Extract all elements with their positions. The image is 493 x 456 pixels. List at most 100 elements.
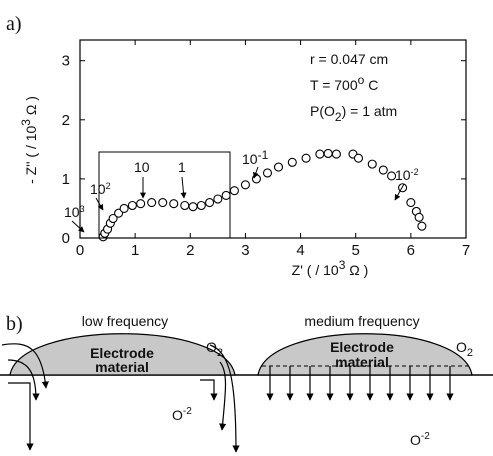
data-point bbox=[378, 165, 388, 175]
data-point bbox=[196, 200, 206, 211]
freq-base: 1 bbox=[178, 159, 186, 175]
right-arrows bbox=[266, 366, 454, 401]
data-point bbox=[331, 149, 341, 159]
data-point bbox=[119, 203, 129, 213]
data-point bbox=[367, 159, 377, 169]
x-tick-label: 3 bbox=[241, 242, 249, 259]
freq-label: 103 bbox=[64, 204, 85, 220]
data-point bbox=[136, 199, 146, 209]
data-point bbox=[287, 157, 297, 167]
ann-sub: 2 bbox=[335, 110, 342, 124]
data-point bbox=[387, 171, 397, 181]
annotation: P(O2) = 1 atm bbox=[310, 103, 397, 124]
diagram-title: medium frequency bbox=[304, 313, 419, 329]
annotation: r = 0.047 cm bbox=[310, 51, 388, 67]
data-point bbox=[240, 180, 250, 190]
data-point bbox=[158, 197, 168, 208]
data-point bbox=[205, 197, 215, 208]
data-point bbox=[353, 153, 364, 163]
electrode-label: material bbox=[335, 354, 389, 370]
freq-sup: -2 bbox=[411, 167, 419, 177]
x-axis-label: Z' ( / 103 Ω ) bbox=[292, 258, 369, 278]
y-tick-label: 1 bbox=[62, 171, 70, 188]
x-tick-label: 0 bbox=[76, 242, 84, 259]
gas-label: O2 bbox=[456, 339, 473, 359]
gas-base: O bbox=[456, 339, 467, 355]
ann-sup: o bbox=[358, 73, 365, 87]
ion-label: O-2 bbox=[172, 406, 192, 423]
diagram-title: low frequency bbox=[82, 313, 168, 329]
panel-label: a) bbox=[6, 13, 22, 35]
x-tick-label: 4 bbox=[296, 242, 304, 259]
electrode bbox=[9, 333, 236, 376]
freq-base: 10 bbox=[134, 159, 150, 175]
plot-frame bbox=[79, 39, 467, 239]
gas-base: O bbox=[206, 339, 217, 355]
freq-label: 10-1 bbox=[242, 148, 269, 167]
gas-sub: 2 bbox=[217, 347, 223, 359]
ann-part: T = 700 bbox=[310, 77, 358, 93]
panel-label: b) bbox=[6, 313, 23, 335]
freq-label: 1 bbox=[178, 159, 186, 175]
label-part: Z' ( / 10 bbox=[292, 262, 339, 278]
data-point bbox=[213, 194, 223, 204]
data-point bbox=[262, 168, 273, 178]
y-tick-label: 3 bbox=[62, 53, 70, 70]
electrode bbox=[257, 333, 473, 376]
freq-arrows bbox=[71, 166, 405, 233]
data-point bbox=[251, 174, 262, 184]
data-point bbox=[147, 197, 157, 208]
ann-part: P(O bbox=[310, 103, 335, 119]
x-tick-label: 6 bbox=[407, 242, 415, 259]
ion-base: O bbox=[410, 432, 421, 448]
freq-label: 10 bbox=[134, 159, 150, 175]
data-point bbox=[323, 148, 333, 159]
data-point bbox=[180, 200, 190, 211]
x-tick-label: 1 bbox=[131, 242, 139, 259]
freq-label: 10-2 bbox=[395, 167, 419, 183]
data-point bbox=[188, 202, 198, 212]
freq-base: 10 bbox=[242, 151, 258, 167]
x-tick-label: 7 bbox=[462, 242, 470, 259]
gas-label: O2 bbox=[206, 339, 223, 359]
y-tick-label: 0 bbox=[62, 230, 70, 247]
freq-base: 10 bbox=[90, 181, 106, 197]
label-sup: 3 bbox=[339, 258, 346, 272]
data-point bbox=[127, 200, 137, 211]
electrode-label: material bbox=[95, 359, 149, 375]
ion-label: O-2 bbox=[410, 431, 430, 448]
ann-part: ) = 1 atm bbox=[342, 103, 398, 119]
data-point bbox=[301, 153, 311, 163]
annotation: T = 700o C bbox=[310, 73, 378, 93]
data-point bbox=[406, 197, 416, 208]
freq-sup: -1 bbox=[258, 148, 269, 162]
x-tick-label: 2 bbox=[186, 242, 194, 259]
data-point bbox=[169, 199, 179, 209]
data-point bbox=[273, 162, 284, 172]
gas-sub: 2 bbox=[467, 347, 473, 359]
y-tick-label: 2 bbox=[62, 112, 70, 129]
data-point bbox=[315, 149, 325, 159]
data-point bbox=[417, 221, 427, 231]
freq-sup: 3 bbox=[80, 204, 85, 214]
ion-sup: -2 bbox=[421, 431, 430, 442]
ion-base: O bbox=[172, 407, 183, 423]
freq-base: 10 bbox=[64, 204, 80, 220]
electrode-label: Electrode bbox=[90, 345, 154, 361]
plot: 0 1 2 3 4 5 6 7 0 1 2 3 bbox=[62, 40, 470, 259]
x-tick-label: 5 bbox=[352, 242, 360, 259]
freq-sup: 2 bbox=[106, 181, 111, 191]
electrode-label: Electrode bbox=[330, 339, 394, 355]
freq-label: 102 bbox=[90, 181, 111, 197]
left-arrows bbox=[1, 343, 240, 453]
ann-part: C bbox=[364, 77, 378, 93]
data-point bbox=[108, 213, 118, 224]
data-point bbox=[414, 212, 424, 222]
y-axis-label: - Z'' ( / 103 Ω ) bbox=[19, 96, 39, 184]
data-point bbox=[221, 190, 231, 200]
zoom-box bbox=[98, 151, 231, 239]
freq-base: 10 bbox=[395, 167, 411, 183]
label-part: Ω ) bbox=[345, 262, 368, 278]
ion-sup: -2 bbox=[183, 406, 192, 417]
